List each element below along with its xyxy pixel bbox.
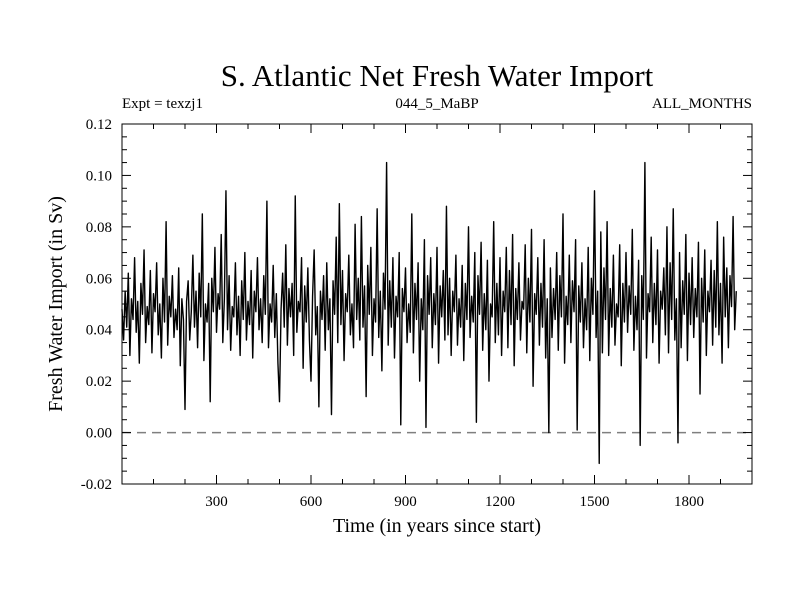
y-tick-label: 0.12 (86, 117, 112, 133)
y-tick-label: -0.02 (81, 477, 112, 493)
y-tick-label: 0.04 (86, 323, 113, 339)
y-tick-label: 0.00 (86, 426, 112, 442)
y-tick-label: 0.10 (86, 168, 112, 184)
x-tick-label: 1200 (485, 494, 515, 510)
x-tick-label: 900 (394, 494, 417, 510)
chart-title: S. Atlantic Net Fresh Water Import (221, 58, 654, 93)
x-tick-label: 1500 (580, 494, 610, 510)
x-tick-label: 300 (205, 494, 228, 510)
y-tick-label: 0.06 (86, 271, 113, 287)
x-axis: 300 600 900 1200 1500 1800 (153, 124, 721, 510)
y-tick-label: 0.08 (86, 220, 112, 236)
period-label: 044_5_MaBP (395, 96, 478, 112)
y-axis: -0.02 0.00 0.02 0.04 0.06 0.08 0.10 0.12 (81, 117, 752, 493)
y-axis-label: Fresh Water Import (in Sv) (45, 196, 67, 412)
experiment-label: Expt = texzj1 (122, 96, 203, 112)
y-tick-label: 0.02 (86, 374, 112, 390)
x-tick-label: 1800 (674, 494, 704, 510)
x-axis-label: Time (in years since start) (333, 515, 541, 537)
months-label: ALL_MONTHS (652, 96, 752, 112)
x-tick-label: 600 (300, 494, 323, 510)
plot-area: 300 600 900 1200 1500 1800 -0.02 0.00 0.02 0.04 0… (81, 117, 753, 510)
series-line (121, 161, 737, 465)
